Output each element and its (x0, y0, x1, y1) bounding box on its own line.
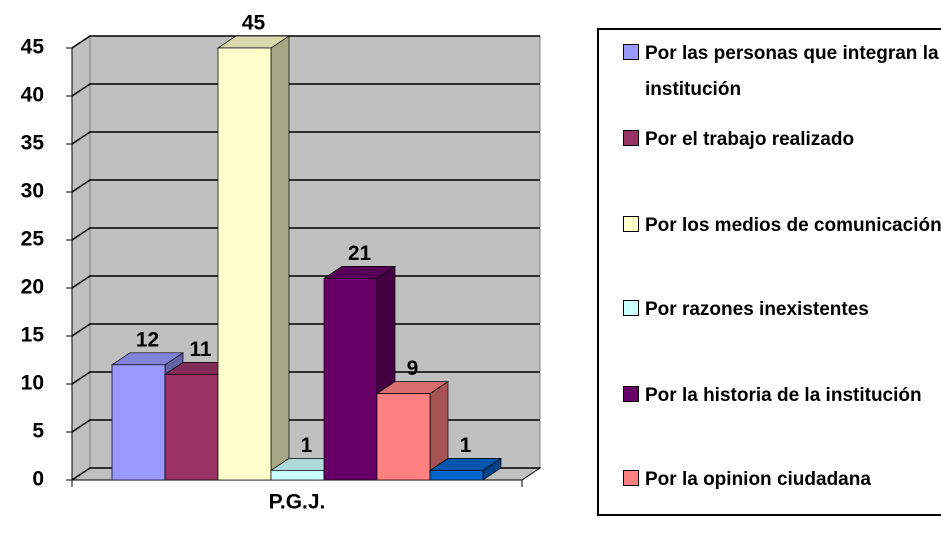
legend-label: Por el trabajo realizado (645, 129, 855, 150)
legend-swatch (623, 386, 639, 402)
y-tick-label: 35 (21, 132, 45, 155)
data-label: 21 (348, 242, 372, 265)
legend-label: Por las personas que integran la institu… (645, 43, 939, 100)
bar (164, 374, 219, 481)
y-tick-label: 25 (21, 228, 45, 251)
data-label: 45 (242, 12, 266, 35)
grid-line (71, 227, 540, 241)
y-tick-label: 30 (21, 180, 44, 203)
bar (270, 470, 325, 481)
legend-entry: Por las personas que integran la institu… (623, 36, 941, 108)
y-tick-label: 5 (32, 420, 44, 443)
data-label: 9 (407, 357, 419, 380)
legend-swatch (623, 300, 639, 316)
legend-entry: Por razones inexistentes (623, 292, 941, 328)
legend-entry: Por los medios de comunicación (623, 208, 941, 244)
y-tick-label: 0 (32, 468, 44, 491)
grid-line (71, 179, 540, 193)
y-tick-label: 10 (21, 372, 44, 395)
bar-side (270, 35, 290, 481)
legend-entry: Por la opinion ciudadana (623, 462, 941, 498)
legend-swatch (623, 44, 639, 60)
y-tick-label: 20 (21, 276, 44, 299)
legend-label: Por la opinion ciudadana (645, 469, 871, 490)
legend-swatch (623, 216, 639, 232)
grid-line (71, 83, 540, 97)
legend-label: Por razones inexistentes (645, 299, 869, 320)
legend-label: Por los medios de comunicación (645, 215, 941, 236)
x-tick-label: P.G.J. (269, 491, 326, 514)
grid-line (71, 131, 540, 145)
bar (376, 393, 431, 481)
legend-swatch (623, 130, 639, 146)
y-tick-label: 45 (21, 36, 45, 59)
bar (323, 278, 378, 481)
y-tick-label: 40 (21, 84, 44, 107)
bar (217, 47, 272, 481)
data-label: 11 (189, 338, 212, 361)
legend-swatch (623, 470, 639, 486)
legend-entry: Por el trabajo realizado (623, 122, 941, 158)
data-label: 1 (460, 434, 472, 457)
legend-label: Por la historia de la institución (645, 385, 922, 406)
side-wall (71, 35, 91, 481)
legend: Por las personas que integran la institu… (597, 28, 941, 516)
grid-line (71, 35, 540, 49)
legend-entry: Por la historia de la institución (623, 378, 941, 414)
data-label: 12 (136, 328, 159, 351)
y-tick-label: 15 (21, 324, 45, 347)
data-label: 1 (301, 434, 313, 457)
bar (429, 470, 484, 481)
bar (111, 364, 166, 481)
